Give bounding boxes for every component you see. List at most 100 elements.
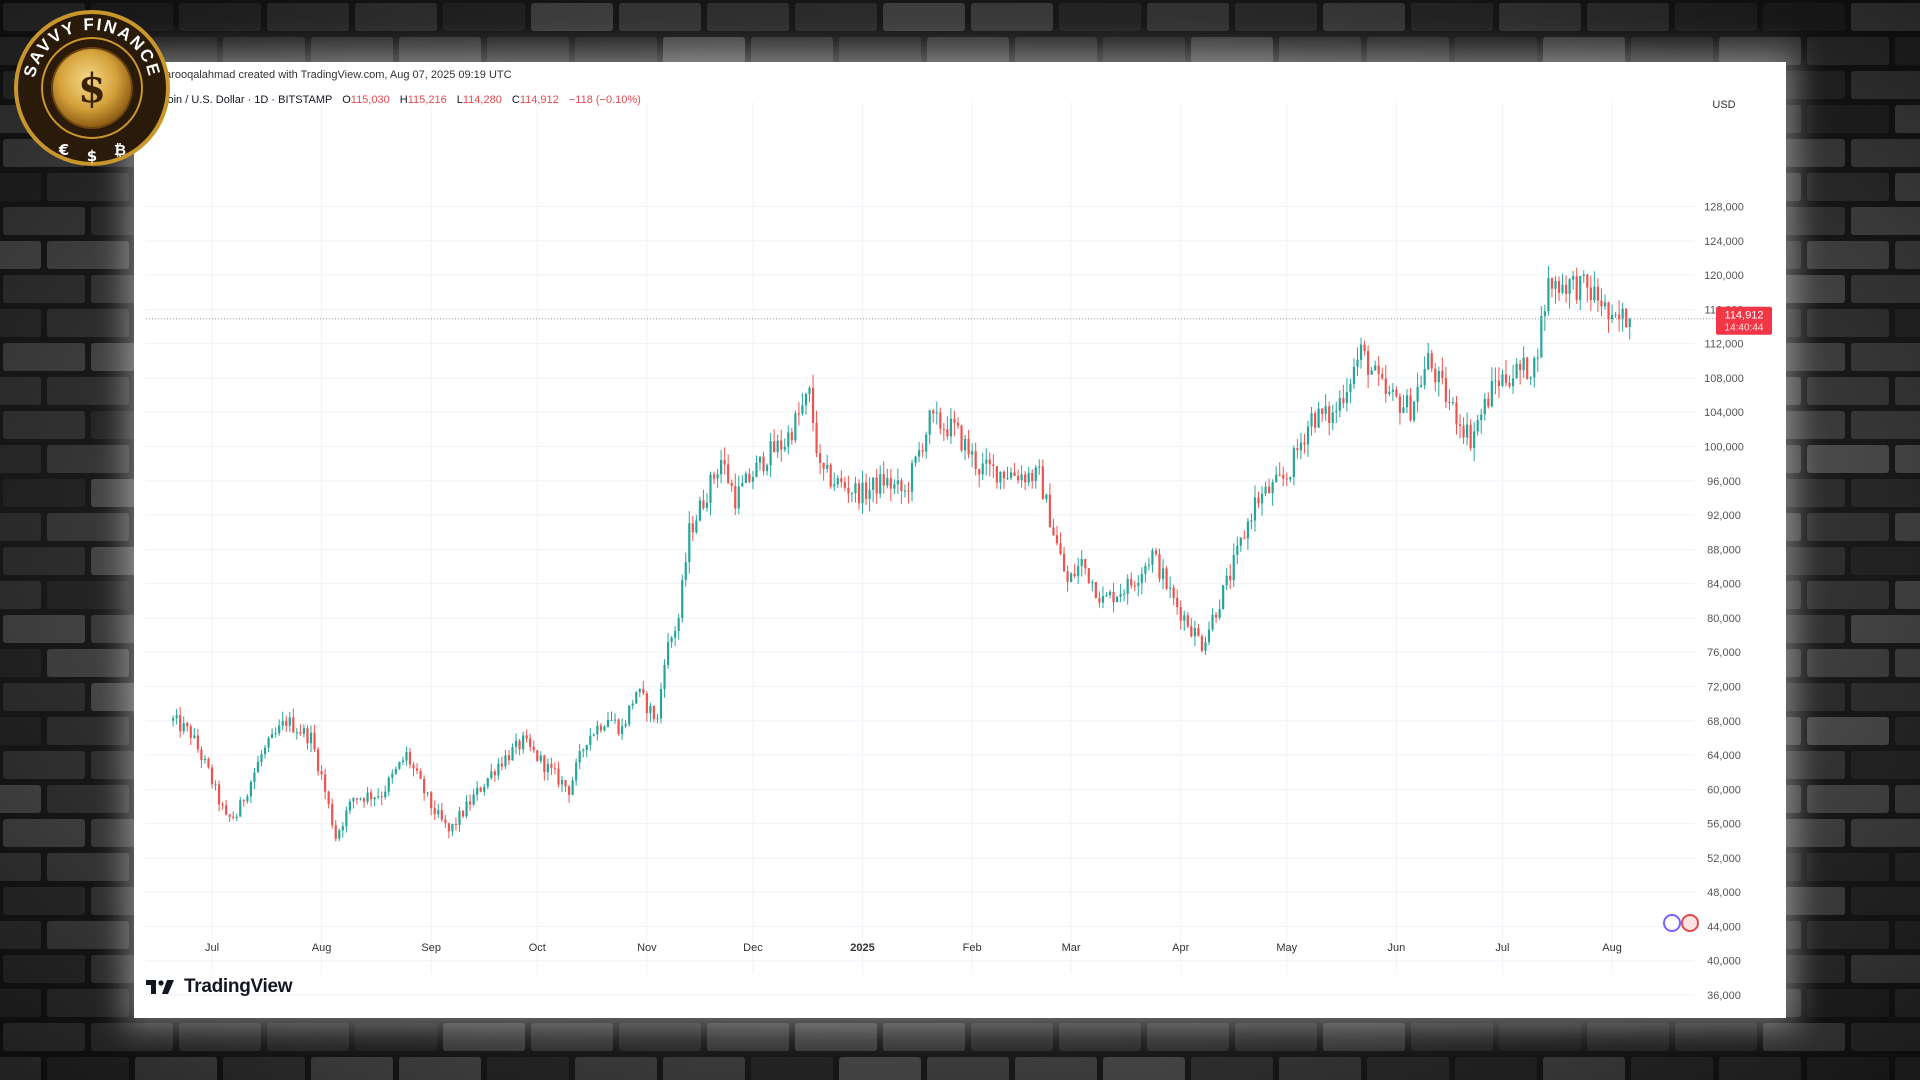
candle-body	[1296, 448, 1299, 451]
candle-body	[401, 760, 405, 763]
brick	[1015, 37, 1097, 65]
brick	[47, 581, 129, 609]
close-label: C	[511, 94, 520, 106]
candle-body	[278, 725, 281, 734]
candle-body	[1080, 559, 1083, 567]
candle-body	[631, 703, 634, 706]
candle-body	[850, 493, 854, 495]
candle-body	[1628, 318, 1631, 327]
candle-body	[1239, 537, 1242, 546]
candle-body	[415, 768, 419, 771]
savvy-finance-badge: SAVVY FINANCE $ € $ ₿	[14, 10, 170, 166]
candle-body	[1367, 351, 1370, 375]
candle-body	[670, 637, 673, 643]
candle-body	[571, 780, 574, 795]
candle-body	[1303, 442, 1306, 445]
candle-body	[338, 830, 341, 839]
candle-body	[652, 706, 656, 720]
candle-body	[295, 732, 298, 734]
candle-body	[1268, 486, 1271, 494]
y-tick-label: 80,000	[1707, 613, 1741, 625]
brick	[1235, 1023, 1317, 1051]
brick	[3, 615, 85, 643]
candle-body	[1441, 370, 1444, 379]
candle-body	[504, 755, 507, 767]
candle-body	[1144, 565, 1147, 574]
candle-body	[1013, 472, 1016, 476]
candle-body	[723, 459, 726, 465]
candle-body	[949, 418, 953, 437]
candle-body	[320, 771, 323, 775]
tradingview-logo[interactable]: TradingView	[146, 976, 293, 998]
candle-body	[872, 477, 875, 490]
brick	[399, 1057, 481, 1080]
candle-body	[978, 469, 981, 475]
dollar-icon: $	[87, 147, 97, 165]
candle-body	[1536, 357, 1539, 359]
candle-body	[1062, 553, 1066, 572]
candle-body	[628, 705, 631, 725]
candle-body	[847, 487, 850, 494]
brick	[531, 3, 613, 31]
candle-body	[1024, 474, 1027, 483]
y-tick-label: 60,000	[1707, 784, 1741, 796]
brick	[1763, 3, 1845, 31]
y-tick-label: 56,000	[1707, 819, 1741, 831]
brick	[3, 819, 85, 847]
candle-body	[1264, 486, 1267, 494]
brick	[1807, 105, 1889, 133]
candle-body	[1561, 284, 1564, 293]
chart-credit: farooqalahmad created with TradingView.c…	[162, 69, 512, 81]
candle-body	[1625, 308, 1628, 327]
brick	[1587, 3, 1669, 31]
candle-body	[773, 441, 776, 452]
candle-body	[532, 746, 535, 751]
brick	[1851, 479, 1920, 507]
candle-body	[253, 772, 256, 782]
economic-event-icon[interactable]	[1681, 914, 1699, 932]
candle-body	[1108, 591, 1112, 596]
candle-body	[1091, 582, 1094, 584]
candle-body	[666, 642, 670, 665]
candle-body	[935, 412, 938, 414]
candle-body	[716, 474, 719, 479]
y-tick-label: 88,000	[1707, 544, 1741, 556]
candle-body	[836, 478, 839, 485]
candle-body	[999, 471, 1002, 483]
y-tick-label: 100,000	[1704, 442, 1744, 454]
brick	[1235, 3, 1317, 31]
price-chart[interactable]: 128,000124,000120,000116,000112,000108,0…	[134, 62, 1786, 1018]
x-tick-label: May	[1276, 942, 1297, 954]
candle-body	[1381, 373, 1384, 379]
candle-body	[1282, 475, 1285, 479]
candle-body	[1497, 380, 1501, 387]
brick	[3, 411, 85, 439]
candle-body	[1522, 357, 1525, 371]
brick	[1807, 649, 1889, 677]
brick	[1851, 71, 1920, 99]
candle-body	[1575, 276, 1578, 300]
candle-body	[331, 803, 334, 826]
candle-body	[1317, 408, 1320, 428]
brick	[1807, 513, 1889, 541]
candle-body	[638, 688, 641, 693]
x-tick-label: Jul	[1495, 942, 1509, 954]
candle-body	[1550, 278, 1554, 289]
candle-body	[242, 800, 245, 802]
candle-body	[1137, 582, 1140, 586]
brick	[3, 275, 85, 303]
countdown-label: 14:40:44	[1725, 323, 1764, 334]
candle-body	[790, 432, 793, 441]
candle-body	[362, 798, 366, 802]
brick	[1323, 1023, 1405, 1051]
brick	[1807, 309, 1889, 337]
candle-body	[762, 456, 765, 472]
y-tick-label: 96,000	[1707, 476, 1741, 488]
candle-body	[808, 387, 811, 394]
candle-body	[1494, 380, 1497, 382]
symbol-label: coin / U.S. Dollar · 1D · BITSTAMP	[162, 94, 333, 106]
candle-body	[203, 758, 207, 761]
earnings-event-icon[interactable]	[1663, 914, 1681, 932]
candle-body	[914, 456, 917, 464]
brick	[1895, 513, 1920, 541]
